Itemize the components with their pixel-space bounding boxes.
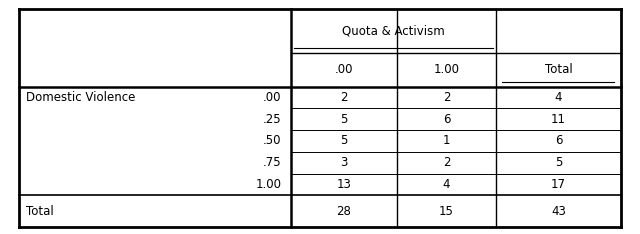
Text: Domestic Violence: Domestic Violence — [26, 91, 135, 104]
Text: .25: .25 — [263, 113, 282, 126]
Text: 17: 17 — [551, 178, 566, 191]
Text: 6: 6 — [555, 135, 562, 147]
Text: 5: 5 — [340, 113, 348, 126]
Text: 15: 15 — [439, 205, 454, 218]
Text: 3: 3 — [340, 156, 348, 169]
Text: 2: 2 — [443, 91, 450, 104]
Text: Quota & Activism: Quota & Activism — [342, 25, 445, 37]
Text: 13: 13 — [337, 178, 351, 191]
Text: 28: 28 — [337, 205, 351, 218]
Text: 2: 2 — [340, 91, 348, 104]
Text: 2: 2 — [443, 156, 450, 169]
Text: .00: .00 — [335, 63, 353, 76]
Text: 5: 5 — [555, 156, 562, 169]
Text: 1.00: 1.00 — [433, 63, 460, 76]
Text: 4: 4 — [443, 178, 450, 191]
Text: 43: 43 — [551, 205, 566, 218]
Text: .50: .50 — [263, 135, 282, 147]
Text: 1.00: 1.00 — [255, 178, 282, 191]
Text: .00: .00 — [263, 91, 282, 104]
Text: 4: 4 — [555, 91, 562, 104]
Text: Total: Total — [545, 63, 572, 76]
Text: 5: 5 — [340, 135, 348, 147]
Text: 11: 11 — [551, 113, 566, 126]
Text: 1: 1 — [443, 135, 450, 147]
Text: Total: Total — [26, 205, 53, 218]
Text: .75: .75 — [263, 156, 282, 169]
Text: 6: 6 — [443, 113, 450, 126]
